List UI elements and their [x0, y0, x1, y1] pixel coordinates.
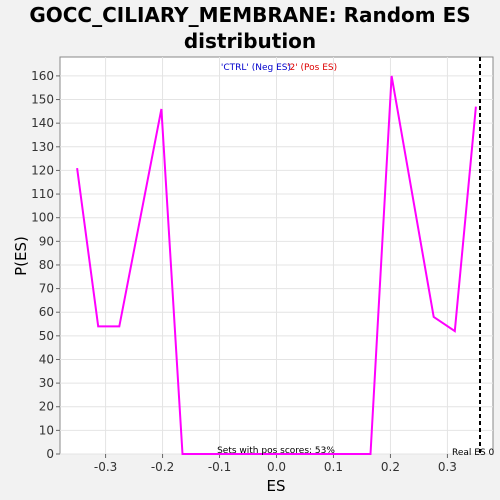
- y-tick-label: 160: [31, 69, 54, 83]
- grid-layer: [60, 57, 493, 455]
- y-tick-label: 40: [39, 352, 54, 366]
- x-tick-label: 0.2: [381, 460, 400, 474]
- x-tick-label: -0.2: [151, 460, 174, 474]
- chart-title: GOCC_CILIARY_MEMBRANE: Random ES distrib…: [29, 3, 471, 53]
- y-tick-label: 70: [39, 282, 54, 296]
- y-tick-label: 110: [31, 187, 54, 201]
- y-tick-label: 20: [39, 400, 54, 414]
- y-tick-label: 50: [39, 329, 54, 343]
- y-tick-label: 90: [39, 234, 54, 248]
- series-line: [76, 75, 477, 455]
- y-tick-label: 0: [46, 447, 54, 461]
- y-axis-label: P(ES): [12, 236, 30, 276]
- x-ticks: -0.3 -0.2 -0.1 0.0 0.1 0.2 0.3: [94, 454, 457, 474]
- x-tick-label: 0.1: [324, 460, 343, 474]
- x-axis-label: ES: [267, 477, 286, 495]
- y-tick-label: 130: [31, 140, 54, 154]
- series-layer: [76, 75, 477, 455]
- x-tick-label: -0.3: [94, 460, 117, 474]
- legend-pos-label: '2' (Pos ES): [287, 63, 337, 73]
- sets-pos-score-note: Sets with pos scores: 53%: [217, 446, 335, 456]
- y-tick-label: 10: [39, 423, 54, 437]
- x-tick-label: 0.3: [438, 460, 457, 474]
- y-tick-label: 140: [31, 116, 54, 130]
- real-es-note: Real ES 0: [452, 448, 495, 458]
- y-ticks: 0 10 20 30 40 50 60 70 80 90 100 110 120 130 140 150 160: [31, 69, 60, 461]
- y-tick-label: 30: [39, 376, 54, 390]
- x-tick-label: -0.1: [208, 460, 231, 474]
- y-tick-label: 120: [31, 163, 54, 177]
- y-tick-label: 150: [31, 93, 54, 107]
- y-tick-label: 80: [39, 258, 54, 272]
- legend-neg-label: 'CTRL' (Neg ES): [221, 63, 291, 73]
- x-tick-label: 0.0: [267, 460, 286, 474]
- y-tick-label: 100: [31, 211, 54, 225]
- y-tick-label: 60: [39, 305, 54, 319]
